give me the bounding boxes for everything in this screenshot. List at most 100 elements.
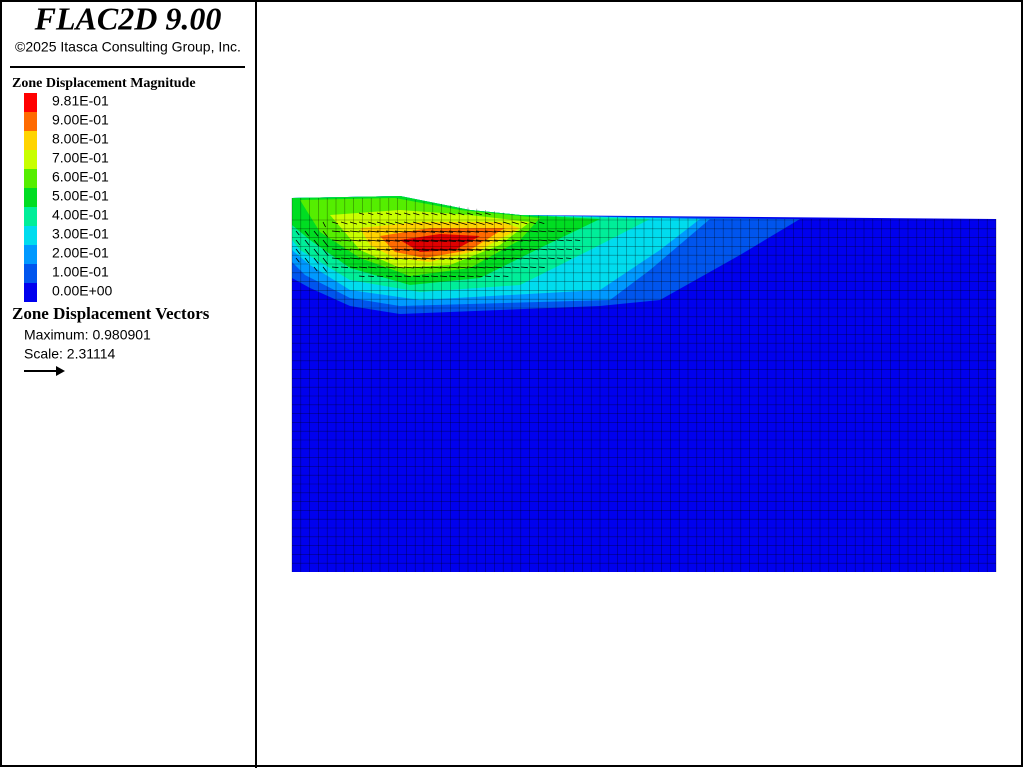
vector-arrow — [403, 212, 411, 216]
vector-arrow — [466, 212, 474, 216]
vector-arrow — [367, 221, 377, 225]
vector-arrow — [529, 257, 539, 260]
vector-arrow — [313, 248, 320, 256]
vector-arrow — [385, 257, 399, 260]
vector-arrow — [376, 221, 386, 225]
vector-arrow — [385, 275, 393, 278]
vector-arrow — [475, 266, 486, 269]
vector-arrow — [394, 212, 402, 216]
vector-arrow — [493, 248, 507, 251]
vector-arrow — [412, 212, 420, 216]
vector-arrow — [439, 257, 454, 260]
vector-arrow — [493, 230, 505, 233]
vector-arrow — [295, 239, 301, 246]
vector-arrow — [403, 221, 414, 226]
vector-arrow — [511, 239, 523, 242]
vectors-scale: Scale: 2.31114 — [24, 346, 116, 362]
vector-arrow — [448, 248, 465, 251]
vector-arrow — [385, 221, 395, 225]
vector-arrow — [349, 266, 358, 269]
vector-arrow — [340, 248, 352, 251]
vector-arrow — [448, 212, 456, 216]
vector-arrow — [457, 275, 465, 278]
vector-arrow — [538, 257, 547, 260]
legend-swatch — [24, 169, 37, 188]
vector-arrow — [448, 257, 463, 260]
vector-arrow — [520, 230, 530, 233]
vector-arrow — [520, 221, 528, 225]
scale-arrow — [24, 366, 65, 376]
legend-label: 4.00E-01 — [52, 207, 109, 223]
vector-arrow — [340, 221, 348, 225]
vector-arrow — [322, 257, 329, 265]
vector-arrow — [538, 266, 545, 268]
vector-arrow — [493, 221, 502, 225]
legend-label: 9.81E-01 — [52, 93, 109, 109]
vector-arrow — [520, 248, 531, 251]
vector-arrow — [412, 248, 429, 251]
vector-arrow — [484, 257, 497, 260]
legend-label: 7.00E-01 — [52, 150, 109, 166]
vector-arrow — [475, 275, 483, 278]
vector-arrow — [295, 248, 301, 255]
contour-plot — [291, 196, 997, 572]
vector-arrow — [394, 248, 410, 251]
vector-arrow — [376, 230, 389, 233]
vector-arrow — [538, 221, 545, 224]
vector-arrow — [502, 248, 515, 251]
vector-arrow — [475, 257, 488, 260]
vector-arrow — [448, 266, 460, 269]
vector-arrow — [421, 275, 430, 278]
vector-arrow — [376, 212, 383, 216]
vector-arrow — [322, 248, 329, 256]
legend-label: 5.00E-01 — [52, 188, 109, 204]
legend-swatch — [24, 150, 37, 169]
vector-arrow — [403, 239, 420, 242]
vector-arrow — [367, 248, 381, 251]
vector-arrow — [358, 212, 365, 215]
vector-arrow — [403, 230, 417, 233]
vector-arrow — [466, 257, 480, 260]
legend-swatch — [24, 207, 37, 226]
vector-arrow — [376, 266, 387, 269]
vector-arrow — [430, 266, 442, 269]
vector-arrow — [439, 275, 448, 278]
legend-label: 3.00E-01 — [52, 226, 109, 242]
vector-arrow — [403, 248, 420, 251]
vector-arrow — [502, 266, 511, 269]
vector-arrow — [484, 212, 491, 216]
vector-arrow — [349, 239, 361, 242]
vector-arrow — [502, 239, 515, 242]
vector-arrow — [439, 266, 451, 269]
vector-arrow — [520, 257, 530, 260]
vector-arrow — [367, 257, 379, 260]
vector-arrow — [340, 230, 350, 233]
vector-arrow — [565, 230, 572, 232]
vector-arrow — [394, 239, 410, 242]
vector-arrow — [412, 257, 427, 260]
vector-arrow — [484, 239, 498, 242]
vector-arrow — [574, 239, 581, 241]
vector-arrow — [340, 266, 349, 269]
vector-arrow — [430, 239, 448, 243]
legend-label: 2.00E-01 — [52, 245, 109, 261]
vector-arrow — [529, 248, 540, 251]
vector-arrow — [394, 230, 408, 233]
vector-arrow — [367, 239, 381, 242]
vector-arrow — [466, 275, 474, 278]
legend-label: 6.00E-01 — [52, 169, 109, 185]
vector-arrow — [511, 257, 522, 260]
vector-arrow — [466, 248, 482, 251]
vector-arrow — [367, 212, 374, 215]
vector-arrow — [376, 275, 384, 278]
legend-swatch — [24, 131, 37, 150]
legend-label: 8.00E-01 — [52, 131, 109, 147]
vector-arrow — [475, 212, 482, 216]
vector-arrow — [511, 248, 523, 251]
vector-arrow — [421, 266, 433, 269]
vector-arrow — [412, 230, 426, 233]
vector-arrow — [511, 266, 520, 269]
vector-arrow — [403, 257, 417, 260]
vector-arrow — [358, 221, 367, 225]
vector-arrow — [457, 221, 468, 226]
